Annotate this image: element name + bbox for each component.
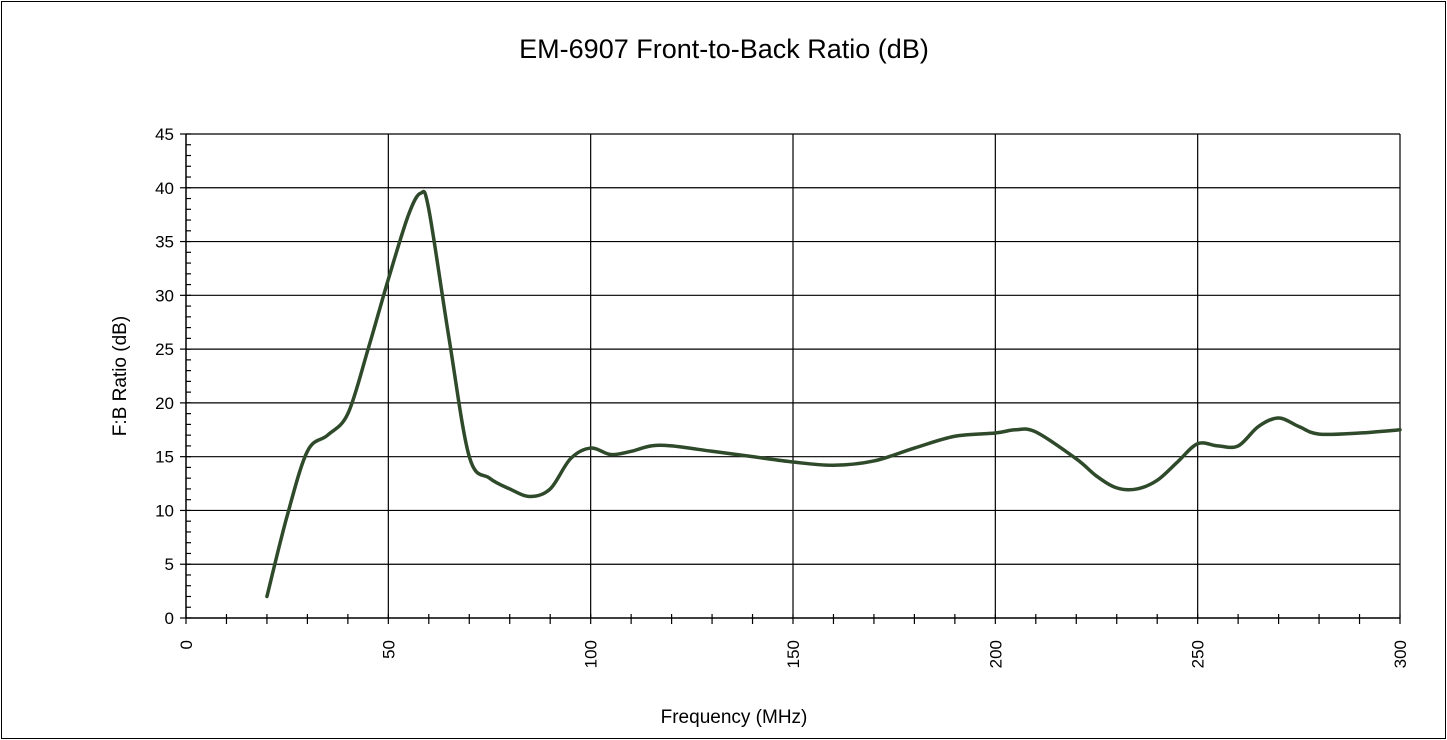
series-layer <box>265 189 1402 599</box>
series-line-0 <box>265 189 1402 599</box>
y-tick-label: 25 <box>155 340 174 359</box>
y-tick-label: 15 <box>155 448 174 467</box>
y-tick-label: 20 <box>155 394 174 413</box>
axes <box>180 133 1401 624</box>
y-tick-label: 45 <box>155 125 174 144</box>
y-axis-label: F:B Ratio (dB) <box>110 316 131 436</box>
tick-labels: 0 5 10 15 20 25 30 35 40 45 0 50 100 150 200 250 300 <box>155 125 1410 668</box>
y-tick-label: 30 <box>155 286 174 305</box>
y-tick-label: 0 <box>165 609 174 628</box>
x-tick-label: 200 <box>986 640 1005 668</box>
x-tick-label: 50 <box>379 640 398 659</box>
y-tick-label: 5 <box>165 555 174 574</box>
y-tick-label: 10 <box>155 501 174 520</box>
x-tick-label: 150 <box>784 640 803 668</box>
y-tick-label: 35 <box>155 233 174 252</box>
x-tick-label: 250 <box>1189 640 1208 668</box>
x-tick-label: 300 <box>1391 640 1410 668</box>
chart-title: EM-6907 Front-to-Back Ratio (dB) <box>519 34 929 64</box>
y-tick-label: 40 <box>155 179 174 198</box>
grid-lines <box>186 133 1401 618</box>
x-axis-label: Frequency (MHz) <box>661 707 808 728</box>
x-tick-label: 100 <box>582 640 601 668</box>
x-tick-label: 0 <box>177 640 196 649</box>
